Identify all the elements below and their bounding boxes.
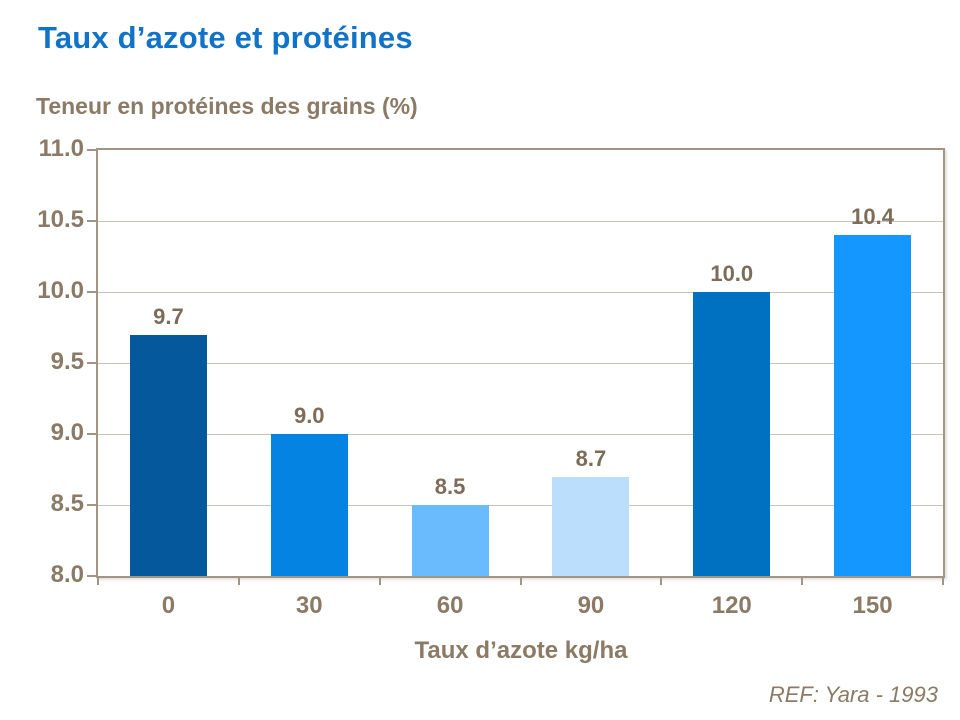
bar-value-label: 10.0 — [710, 261, 754, 286]
bar-150 — [834, 235, 912, 576]
y-axis-tick — [87, 149, 96, 151]
x-axis-tick — [519, 576, 522, 585]
y-axis-tick-label: 8.0 — [50, 561, 84, 588]
bar-30 — [270, 434, 348, 576]
x-axis-tick — [942, 576, 944, 585]
y-axis-title: Teneur en protéines des grains (%) — [36, 93, 418, 119]
x-axis-category-label: 0 — [161, 592, 176, 619]
bar-value-label: 8.7 — [575, 445, 607, 471]
gridline — [98, 362, 943, 364]
bar-value-label: 9.0 — [293, 403, 325, 428]
gridline — [98, 433, 943, 435]
bar-60 — [411, 505, 489, 576]
y-axis-tick-label: 10.0 — [37, 277, 84, 304]
bar-90 — [552, 476, 630, 576]
x-axis-tick — [378, 576, 381, 585]
y-axis-tick — [87, 362, 96, 364]
y-axis-tick-label: 10.5 — [37, 206, 84, 233]
y-axis-tick-label: 11.0 — [38, 135, 84, 162]
y-axis-tick — [87, 291, 96, 293]
x-axis-category-label: 30 — [295, 592, 323, 619]
gridline — [98, 291, 943, 293]
x-axis-tick — [660, 576, 663, 585]
reference-note: REF: Yara - 1993 — [768, 682, 938, 707]
y-axis-tick — [87, 575, 96, 577]
y-axis-tick — [87, 433, 96, 435]
bar-value-label: 9.7 — [153, 303, 184, 329]
y-axis-tick — [87, 504, 96, 506]
x-axis-category-label: 60 — [436, 592, 464, 619]
x-axis-tick — [801, 576, 804, 585]
x-axis-tick — [237, 576, 240, 585]
x-axis-title: Taux d’azote kg/ha — [414, 637, 628, 664]
bar-value-label: 8.5 — [434, 474, 466, 499]
bar-0 — [129, 334, 207, 576]
x-axis-category-label: 120 — [711, 592, 752, 619]
gridline — [98, 220, 943, 222]
bar-value-label: 10.4 — [851, 204, 894, 230]
y-axis-tick-label: 8.5 — [50, 490, 84, 517]
y-axis-tick-label: 9.0 — [50, 419, 84, 446]
x-axis-category-label: 90 — [577, 592, 605, 619]
bar-120 — [693, 292, 771, 576]
chart-title: Taux d’azote et protéines — [38, 20, 413, 55]
gridline — [98, 504, 943, 506]
x-axis-tick — [97, 576, 99, 585]
y-axis-tick — [87, 220, 96, 222]
plot-area: 9.7 9.0 8.5 8.7 10.0 10.4 — [96, 148, 945, 578]
y-axis-tick-label: 9.5 — [50, 348, 84, 375]
x-axis-category-label: 150 — [852, 592, 893, 619]
